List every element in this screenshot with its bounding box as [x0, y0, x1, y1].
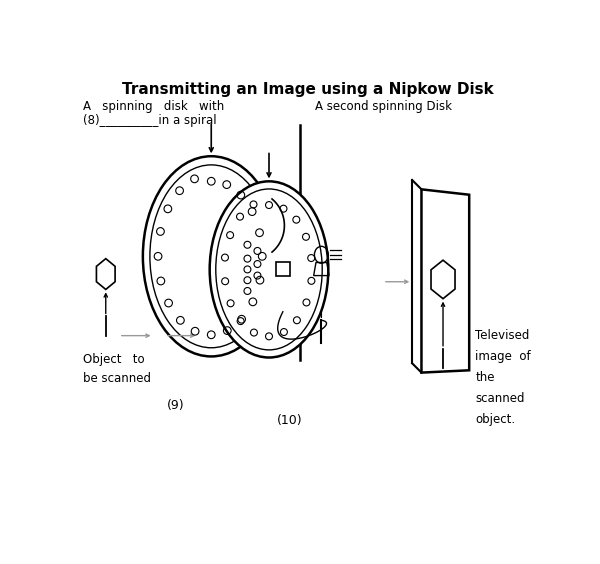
Text: A   spinning   disk   with: A spinning disk with: [83, 100, 224, 113]
Text: A second spinning Disk: A second spinning Disk: [315, 100, 452, 113]
Text: Object   to
be scanned: Object to be scanned: [83, 352, 151, 385]
Text: (10): (10): [277, 414, 302, 427]
Text: (9): (9): [167, 399, 185, 412]
Text: Transmitting an Image using a Nipkow Disk: Transmitting an Image using a Nipkow Dis…: [122, 82, 493, 96]
Bar: [276, 262, 290, 276]
Ellipse shape: [209, 182, 328, 358]
Text: Televised
image  of
the
scanned
object.: Televised image of the scanned object.: [475, 329, 531, 426]
Text: (8)__________in a spiral: (8)__________in a spiral: [83, 114, 216, 127]
